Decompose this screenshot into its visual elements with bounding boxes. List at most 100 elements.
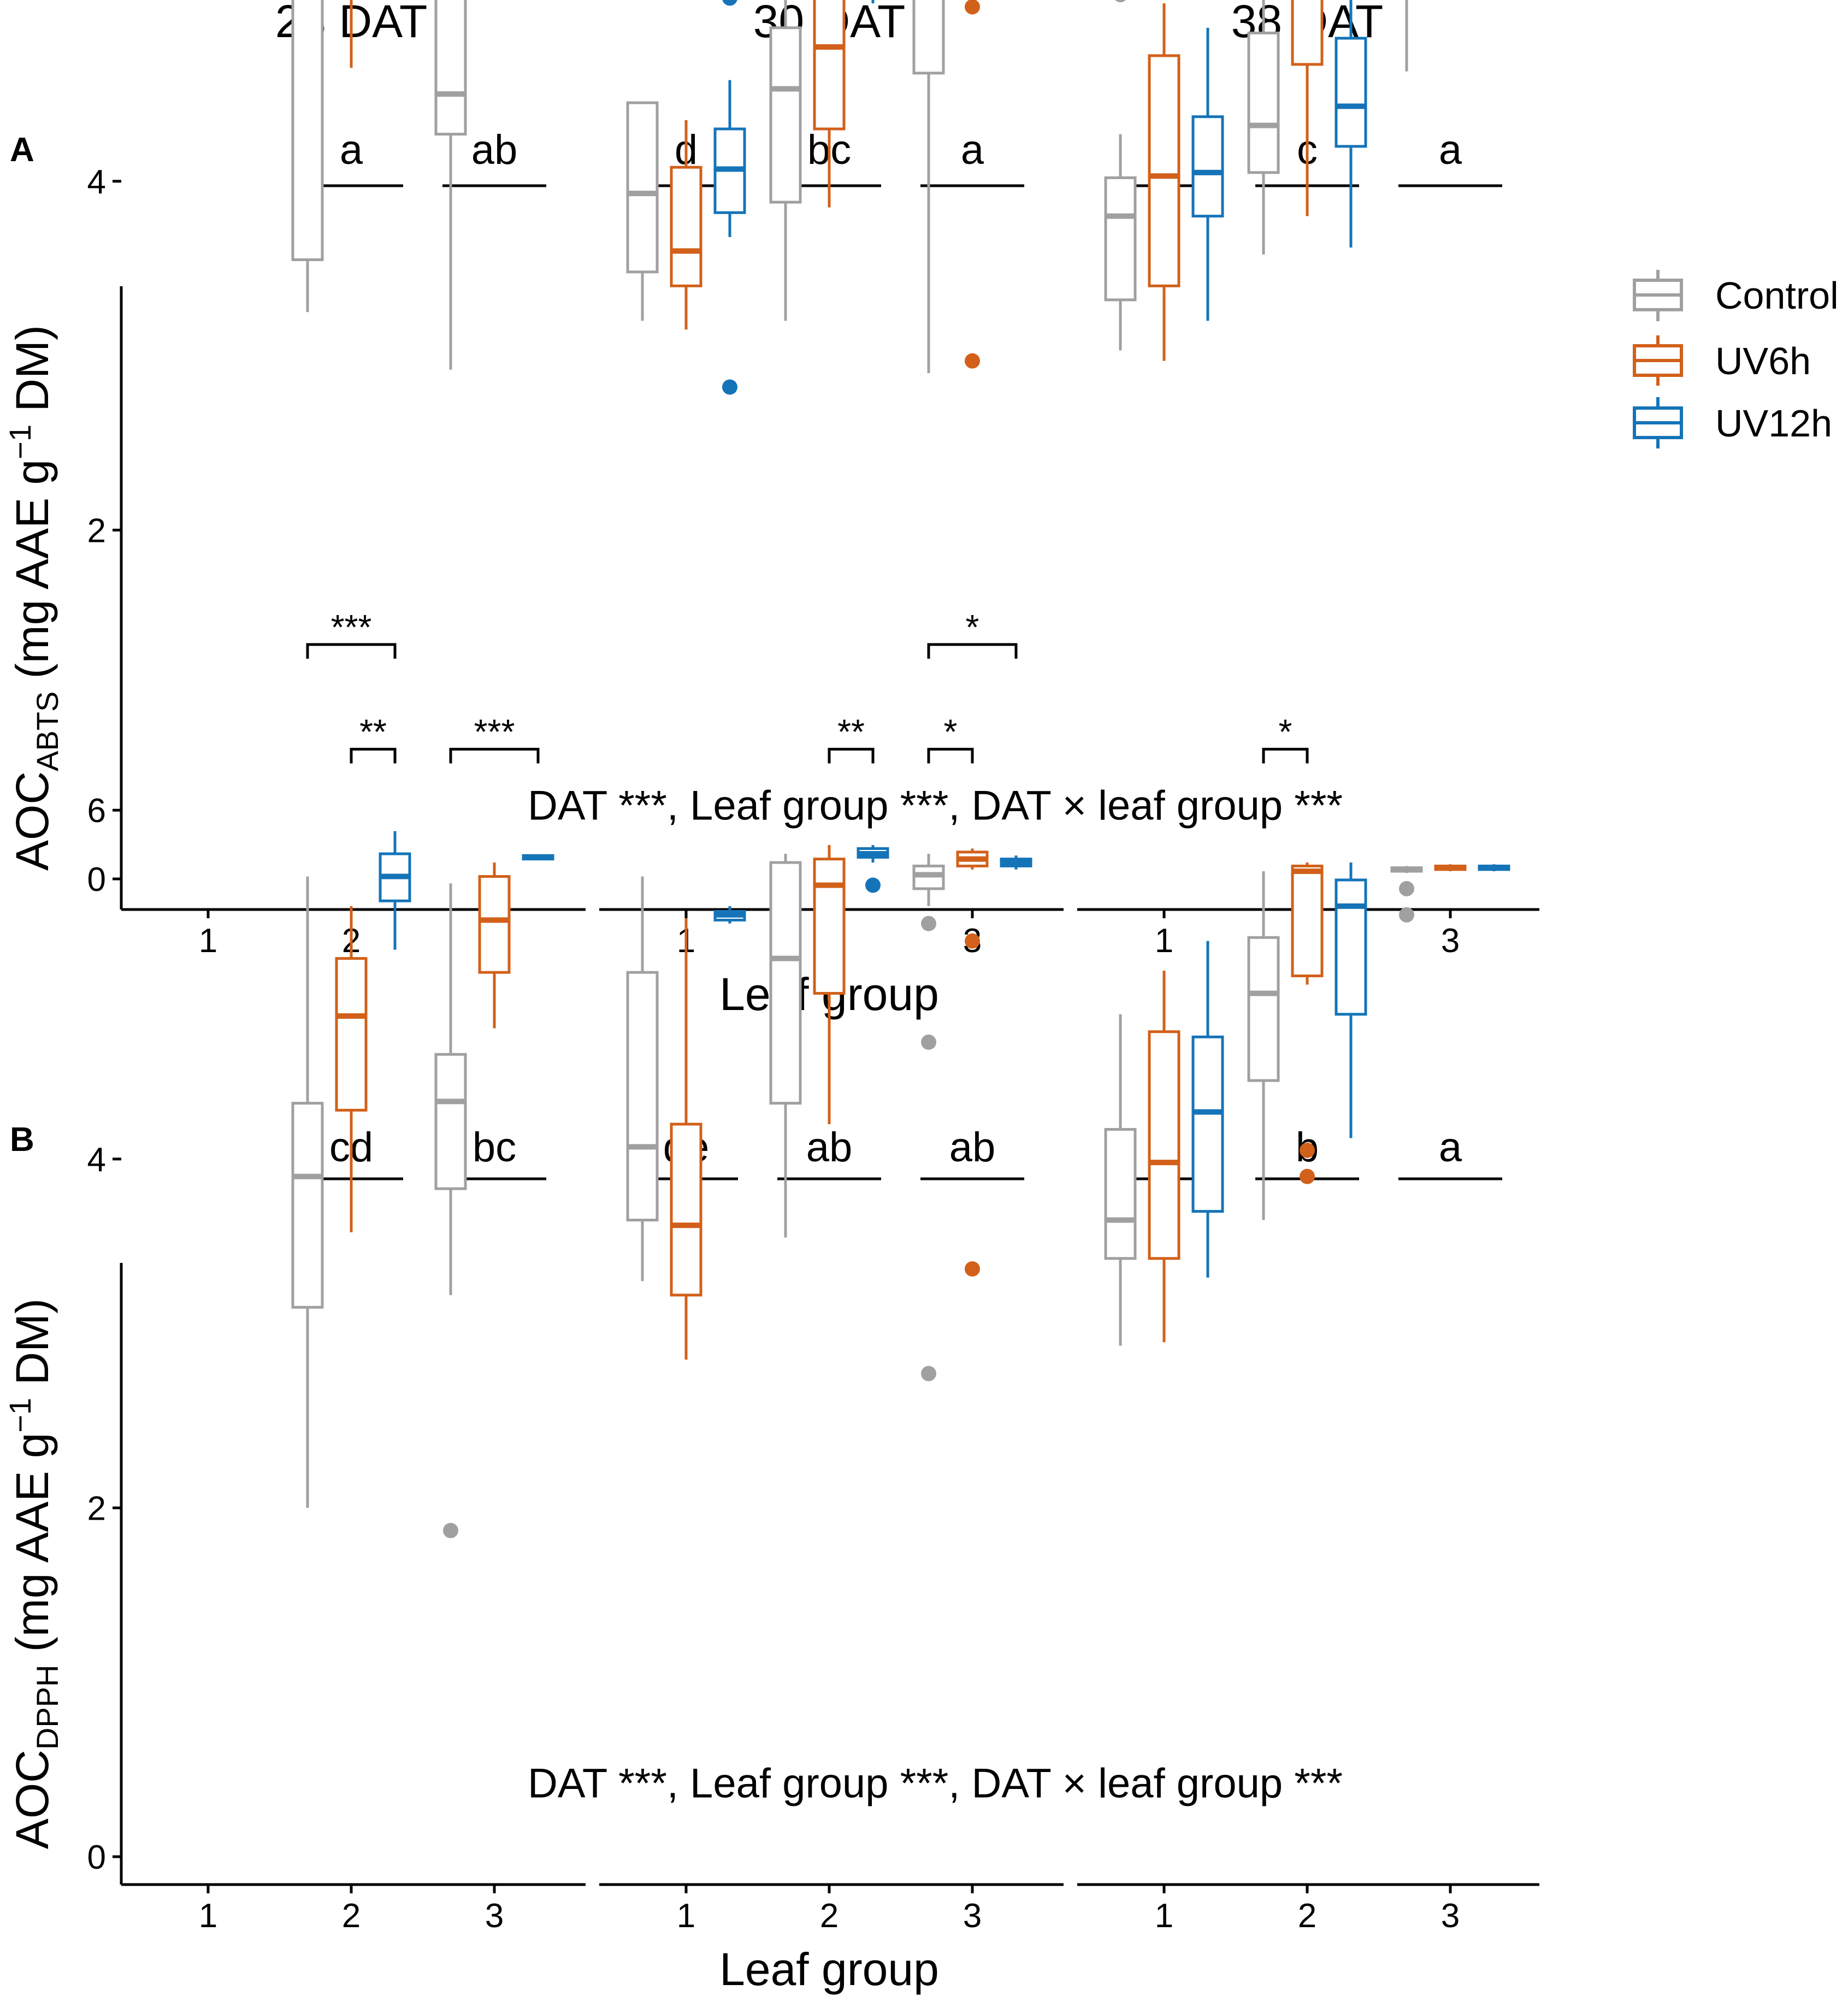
outlier-point xyxy=(865,877,881,893)
bracket-label: *** xyxy=(331,607,372,647)
box xyxy=(434,1053,467,1190)
boxplot-uv6h xyxy=(670,918,702,1360)
boxplot-uv12h xyxy=(1335,0,1367,248)
legend-key-uv12h xyxy=(1633,397,1683,448)
outlier-point xyxy=(1300,1142,1315,1158)
y-axis-title: AOCABTS (mg AAE g−1 DM) xyxy=(3,325,64,871)
boxplot-uv6h xyxy=(335,906,368,1232)
significance-letter: ab xyxy=(806,1124,853,1171)
outlier-point xyxy=(965,0,980,15)
box xyxy=(670,1123,702,1297)
outlier-point xyxy=(921,916,936,931)
box xyxy=(335,957,368,1112)
outlier-point xyxy=(1300,1168,1315,1184)
y-tick-label: 2 xyxy=(87,1490,106,1527)
panel-label: A xyxy=(10,131,34,169)
box xyxy=(912,0,945,75)
boxplot-control xyxy=(1104,1014,1137,1346)
significance-bracket xyxy=(306,643,397,659)
significance-bracket xyxy=(350,747,397,764)
significance-letter: ab xyxy=(471,127,518,173)
outlier-point xyxy=(1399,881,1414,896)
y-axis-title-end: DM) xyxy=(7,1298,58,1398)
y-axis-title-sup: −1 xyxy=(3,1398,37,1433)
box xyxy=(1335,37,1367,148)
outlier-point xyxy=(921,1366,936,1381)
y-axis-title-end: DM) xyxy=(7,325,58,424)
bracket-label: ** xyxy=(359,712,387,751)
bracket-label: * xyxy=(966,607,979,647)
panel-a: A0246AOCABTS (mg AAE g−1 DM)123123123Lea… xyxy=(3,0,1539,1020)
legend-item-control: Control xyxy=(1633,270,1839,321)
box xyxy=(1247,31,1280,174)
x-tick-label: 3 xyxy=(1441,922,1460,960)
significance-bracket xyxy=(449,747,540,764)
boxplot-control xyxy=(912,854,945,1381)
panel-label: B xyxy=(10,1121,34,1159)
significance-letter: a xyxy=(1439,1124,1462,1171)
boxplot-uv6h xyxy=(956,848,989,1277)
boxplot-uv12h xyxy=(1335,862,1367,1138)
outlier-point xyxy=(921,1034,936,1050)
x-tick-label: 1 xyxy=(199,922,217,960)
box xyxy=(670,166,702,287)
anova-annotation: DAT ***, Leaf group ***, DAT × leaf grou… xyxy=(528,782,1343,829)
boxplot-control xyxy=(1390,866,1423,923)
box xyxy=(626,101,659,274)
boxplot-control xyxy=(769,0,802,321)
outlier-point xyxy=(965,353,980,369)
box xyxy=(291,1102,324,1309)
legend-label: UV12h xyxy=(1715,402,1832,445)
boxplot-uv6h xyxy=(670,120,702,330)
y-tick-label: 4 xyxy=(87,163,106,201)
boxplot-uv12h xyxy=(379,831,411,950)
boxplot-control xyxy=(291,876,324,1508)
legend-item-uv6h: UV6h xyxy=(1633,335,1811,386)
bracket-label: *** xyxy=(474,712,515,751)
box xyxy=(1148,54,1180,287)
boxplot-uv6h xyxy=(965,0,980,369)
legend-item-uv12h: UV12h xyxy=(1633,397,1832,448)
x-tick-label: 1 xyxy=(1155,922,1173,960)
x-tick-label: 2 xyxy=(820,1897,839,1935)
y-axis-title-rest: (mg AAE g xyxy=(7,459,58,692)
box xyxy=(291,0,324,261)
boxplot-uv12h xyxy=(857,845,889,893)
boxplot-uv6h xyxy=(478,862,511,1029)
box xyxy=(1148,1030,1180,1260)
significance-bracket xyxy=(927,643,1018,659)
boxplot-uv12h xyxy=(713,0,746,395)
boxplot-control xyxy=(626,101,659,321)
outlier-point xyxy=(965,933,980,949)
significance-letter: bc xyxy=(473,1124,516,1171)
boxplot-control xyxy=(1104,0,1137,351)
outlier-point xyxy=(722,0,737,6)
y-tick-label: 6 xyxy=(87,792,106,830)
x-tick-label: 1 xyxy=(199,1897,217,1935)
y-tick-label: 4 xyxy=(87,1141,106,1179)
boxplot-control xyxy=(1247,871,1280,1220)
y-axis-title: AOCDPPH (mg AAE g−1 DM) xyxy=(3,1298,64,1849)
y-axis-title-sub: ABTS xyxy=(30,692,64,771)
boxplot-control xyxy=(434,0,467,370)
boxplot-uv6h xyxy=(1291,0,1324,216)
box xyxy=(769,26,802,204)
x-tick-label: 3 xyxy=(963,1897,982,1935)
outlier-point xyxy=(1399,907,1414,923)
y-axis-title-main: AOC xyxy=(7,1750,58,1849)
boxplot-uv6h xyxy=(1434,864,1467,871)
outlier-point xyxy=(1115,0,1126,3)
x-tick-label: 2 xyxy=(342,1897,361,1935)
significance-bracket xyxy=(828,747,875,764)
y-axis-title-sup: −1 xyxy=(3,424,37,459)
box xyxy=(1291,0,1324,66)
significance-letter: a xyxy=(1439,127,1462,173)
significance-bracket xyxy=(1262,747,1309,764)
boxplot-uv12h xyxy=(1191,27,1224,321)
legend-key-uv6h xyxy=(1633,335,1683,386)
boxplot-uv6h xyxy=(1148,970,1180,1343)
y-tick-label: 0 xyxy=(87,861,106,899)
boxplot-control xyxy=(1405,0,1408,72)
box xyxy=(769,861,802,1105)
x-tick-label: 1 xyxy=(677,1897,695,1935)
